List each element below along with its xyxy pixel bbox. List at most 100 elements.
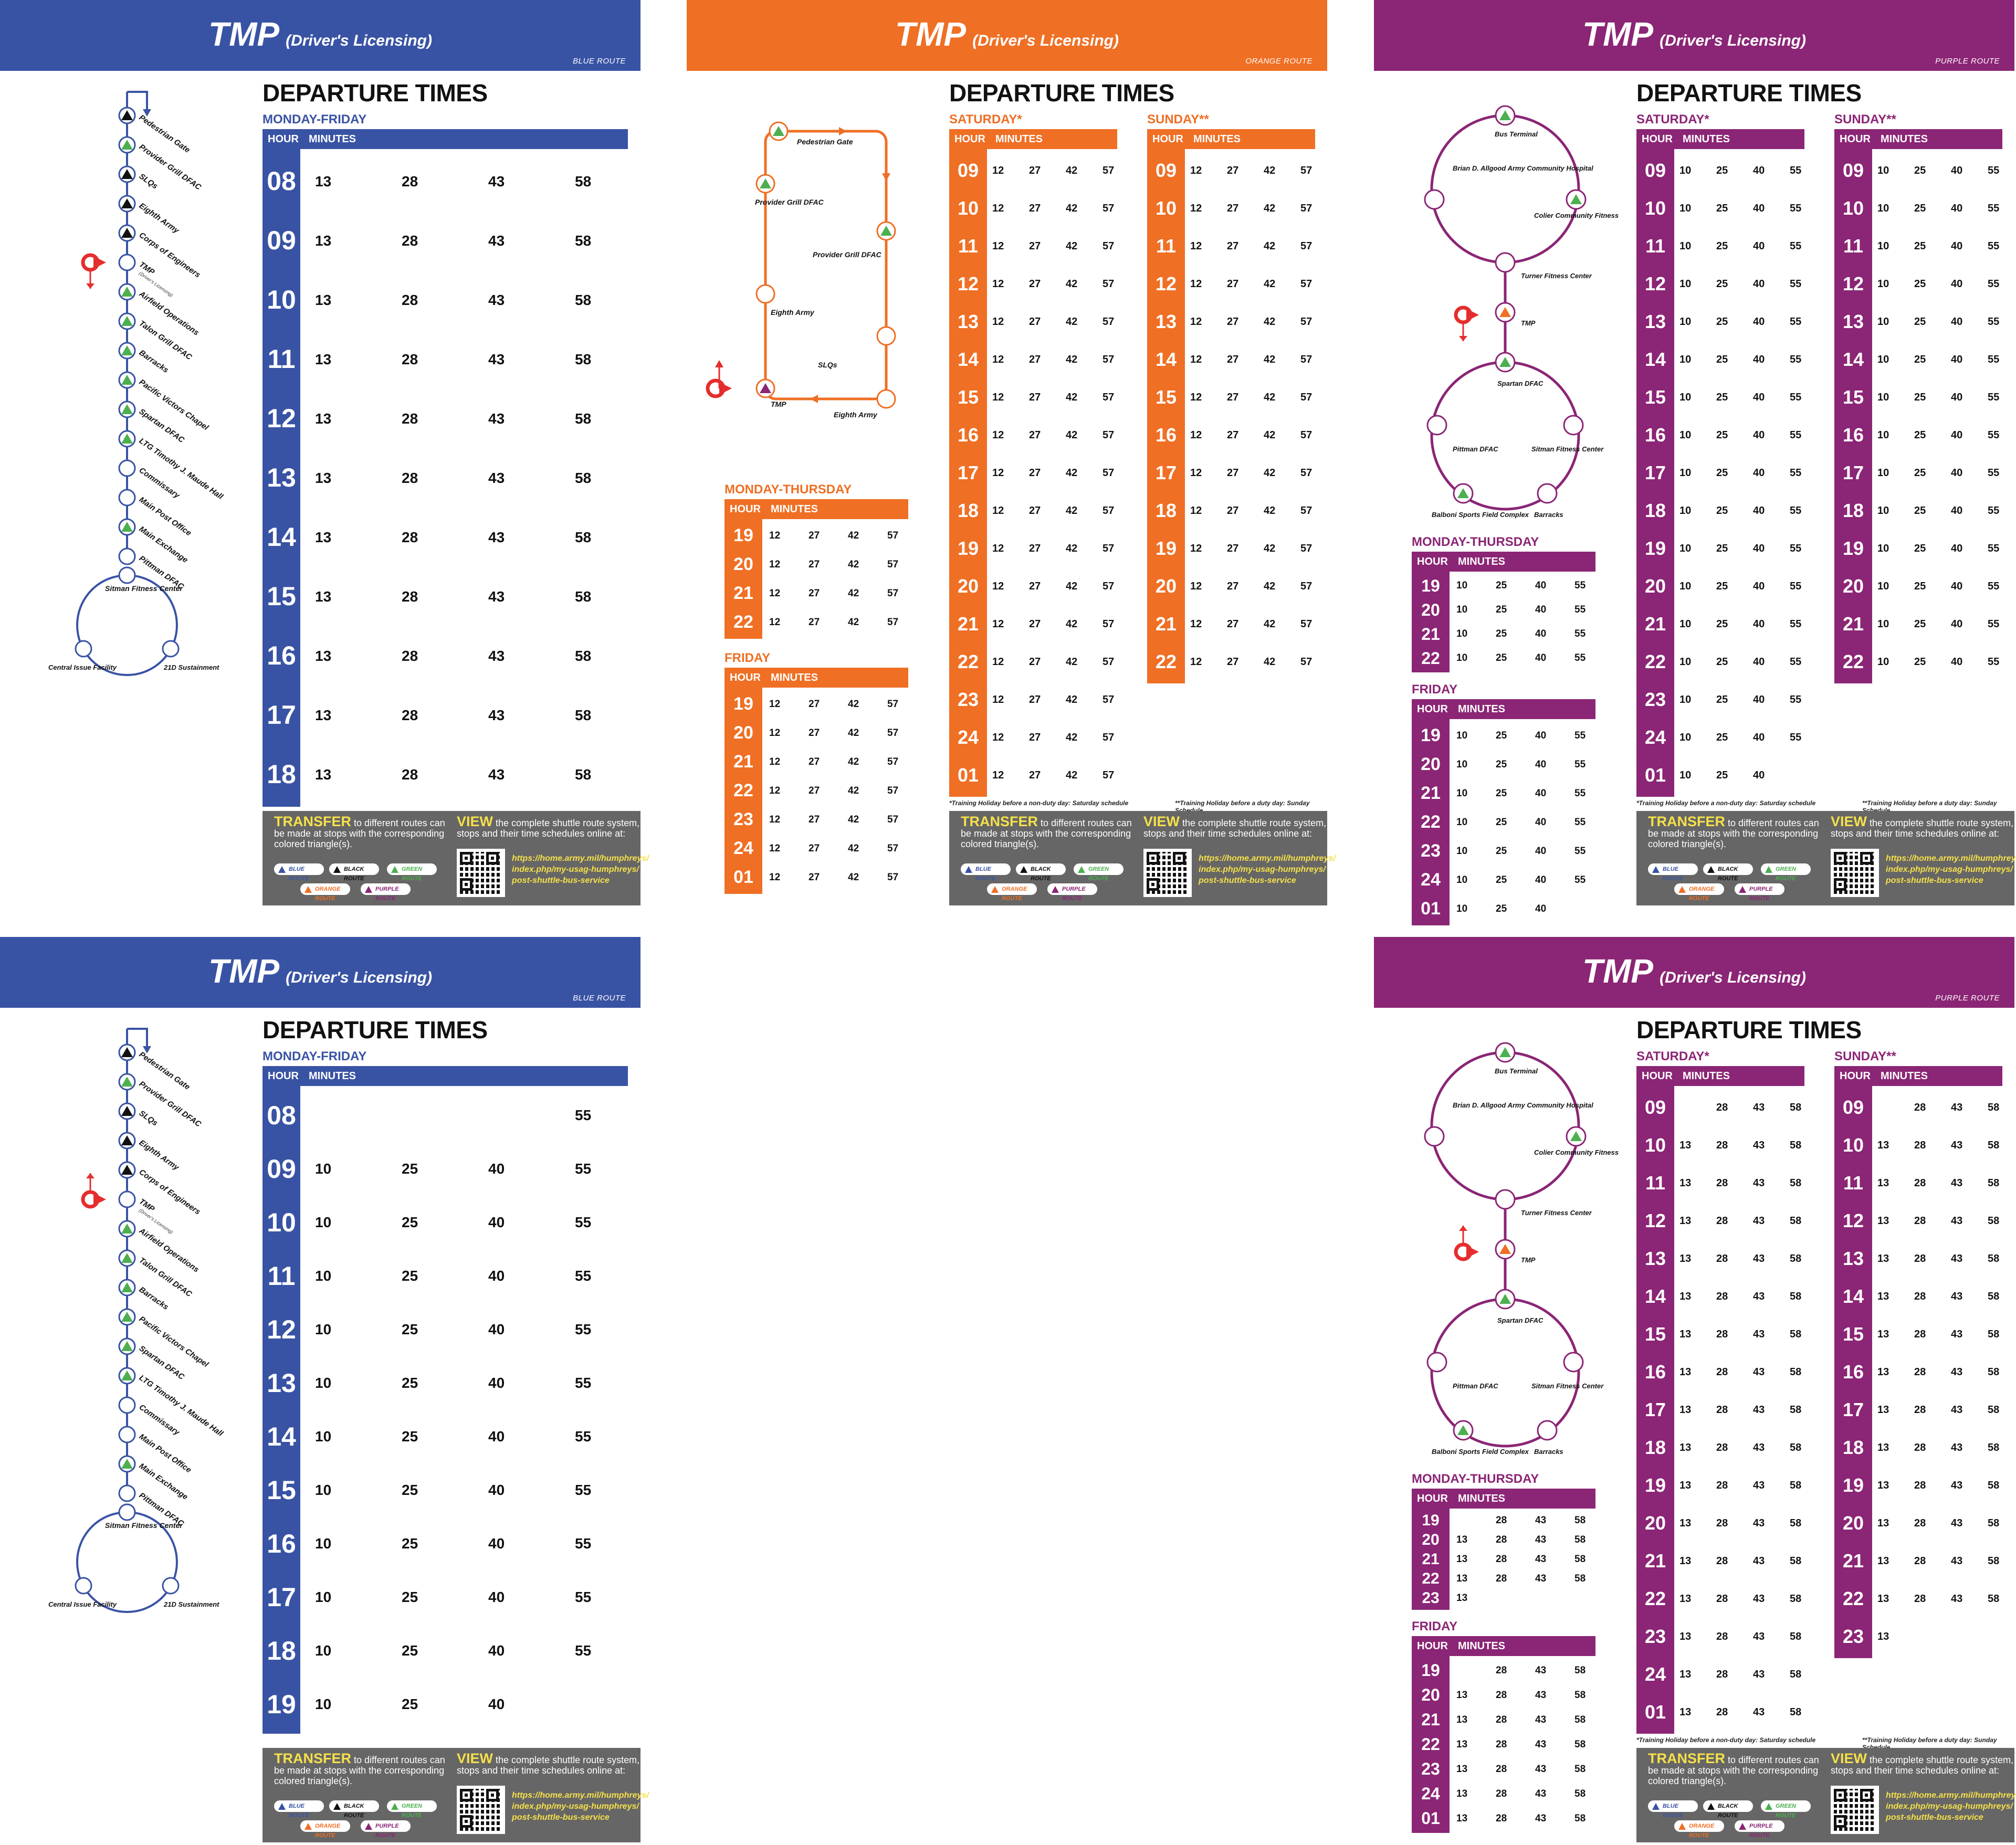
- minutes-header: MINUTES: [1683, 1070, 1730, 1082]
- minute-cell: 43: [488, 707, 505, 723]
- stop-label: Spartan DFAC: [1497, 1316, 1544, 1324]
- minute-cell: 40: [1753, 203, 1765, 214]
- minute-cell: 13: [315, 470, 332, 486]
- schedule-day-label: SATURDAY*: [1636, 1049, 1709, 1063]
- minute-cell: 10: [1679, 392, 1692, 403]
- table-row: 19 12 27 42 57: [949, 530, 1117, 567]
- purple-route-triangle-icon: [760, 383, 771, 393]
- minute-cell: 55: [1574, 628, 1586, 639]
- table-row: 14 10 25 40 55: [1636, 341, 1804, 378]
- minute-cell: 40: [1535, 628, 1547, 639]
- hour-cell: 14: [267, 522, 296, 552]
- minute-cell: 27: [808, 814, 820, 825]
- table-row: 12 12 27 42 57: [1147, 265, 1315, 303]
- table-row: 18 10 25 40 55: [1636, 492, 1804, 530]
- triangle-icon: [1652, 866, 1660, 873]
- table-row: 15 10 25 40 55: [262, 1463, 628, 1517]
- table-row: 11 13 28 43 58: [262, 330, 628, 389]
- minute-cell: 13: [1877, 1291, 1889, 1302]
- table-header: HOUR MINUTES: [1147, 129, 1315, 149]
- table-row: 22 12 27 42 57: [949, 643, 1117, 681]
- route-line: [764, 130, 888, 400]
- minute-cell: 43: [1753, 1706, 1765, 1718]
- minutes-header: MINUTES: [771, 503, 818, 515]
- minute-cell: 25: [1496, 759, 1507, 770]
- schedule-day-label: MONDAY-THURSDAY: [1412, 535, 1539, 549]
- table-row: 12 10 25 40 55: [262, 1303, 628, 1356]
- minute-cell: 25: [1914, 656, 1926, 668]
- table-row: 22 13 28 43 58: [1412, 1569, 1595, 1588]
- minute-cell: 42: [1066, 694, 1078, 705]
- minute-cell: 12: [992, 656, 1004, 668]
- minute-cell: 25: [402, 1214, 418, 1230]
- minute-cell: 40: [1951, 203, 1963, 214]
- minute-cell: 55: [1988, 618, 2000, 630]
- minute-cell: 55: [1574, 604, 1586, 615]
- minute-cell: 27: [1227, 581, 1239, 592]
- hour-cell: 17: [1644, 1399, 1666, 1420]
- table-row: 20 10 25 40 55: [1412, 750, 1595, 779]
- minute-cell: 40: [1753, 316, 1765, 328]
- hour-cell: 19: [733, 525, 753, 545]
- minute-cell: 27: [1029, 732, 1041, 743]
- minute-cell: 43: [1535, 1690, 1547, 1701]
- view-text: VIEW the complete shuttle route system, …: [457, 1752, 640, 1776]
- route-label: BLUE ROUTE: [573, 57, 626, 66]
- hour-cell: 22: [1421, 812, 1441, 832]
- minute-cell: 13: [1877, 1215, 1889, 1227]
- minute-cell: 12: [992, 165, 1004, 176]
- stop-marker: [876, 389, 896, 409]
- minute-cell: 58: [1988, 1329, 2000, 1340]
- table-row: 16 13 28 43 58: [1834, 1353, 2002, 1391]
- minute-cell: 58: [1574, 1534, 1586, 1545]
- shuttle-url[interactable]: https://home.army.mil/humphreys/index.ph…: [1886, 853, 2016, 886]
- minute-cell: 27: [1227, 467, 1239, 479]
- stop-label: Provider Grill DFAC: [755, 198, 824, 206]
- route-label: PURPLE ROUTE: [1935, 57, 2000, 66]
- minute-cell: 27: [808, 728, 820, 739]
- table-row: 21 12 27 42 57: [724, 579, 908, 608]
- minutes-header: MINUTES: [1881, 133, 1928, 145]
- minute-cell: 25: [402, 1321, 418, 1337]
- green-route-triangle-icon: [121, 1341, 133, 1351]
- hour-cell: 14: [1644, 1285, 1666, 1307]
- minute-cell: 42: [1264, 354, 1276, 365]
- shuttle-url[interactable]: https://home.army.mil/humphreys/index.ph…: [1199, 853, 1336, 886]
- minute-cell: 40: [1753, 165, 1765, 176]
- minute-cell: 13: [1679, 1669, 1692, 1680]
- table-row: 23 12 27 42 57: [724, 805, 908, 834]
- minute-cell: 58: [575, 292, 592, 308]
- minute-cell: 13: [1877, 1480, 1889, 1491]
- table-row: 01 12 27 42 57: [949, 756, 1117, 794]
- qr-pattern: [1834, 1789, 1876, 1831]
- shuttle-url[interactable]: https://home.army.mil/humphreys/index.ph…: [512, 853, 649, 886]
- minute-cell: 42: [848, 588, 859, 599]
- transfer-heading: TRANSFER: [274, 814, 351, 829]
- minute-cell: 55: [1790, 618, 1802, 630]
- hour-header: HOUR: [1152, 133, 1183, 145]
- schedule-monday-friday: MONDAY-FRIDAY HOUR MINUTES 08 55 09 10 25 40 55 10…: [262, 1047, 628, 1734]
- table-row: 01 13 28 43 58: [1636, 1693, 1804, 1731]
- schedule-saturday: SATURDAY* HOUR MINUTES 09 28 43 58 10 13 28 43 58 11…: [1636, 1047, 1804, 1734]
- minute-cell: 43: [488, 351, 505, 367]
- transfer-heading: TRANSFER: [961, 814, 1038, 829]
- departure-times-heading: DEPARTURE TIMES: [949, 79, 1174, 107]
- schedule-monday-thursday: MONDAY-THURSDAY HOUR MINUTES 19 10 25 40 55 20 10…: [1412, 533, 1595, 672]
- schedule-sunday: SUNDAY** HOUR MINUTES 09 10 25 40 55 10 10 25 40 55 1…: [1834, 110, 2002, 683]
- shuttle-url[interactable]: https://home.army.mil/humphreys/index.ph…: [512, 1790, 649, 1823]
- hour-cell: 22: [1644, 1588, 1666, 1609]
- minute-cell: 28: [1716, 1215, 1728, 1227]
- orange-route-map: Pedestrian Gate Provider Grill DFAC Provid…: [687, 84, 912, 483]
- minute-cell: 43: [1753, 1366, 1765, 1378]
- shuttle-url[interactable]: https://home.army.mil/humphreys/index.ph…: [1886, 1790, 2016, 1823]
- table-row: 18 13 28 43 58: [1834, 1429, 2002, 1467]
- minute-cell: 27: [1029, 505, 1041, 516]
- table-row: 18 12 27 42 57: [1147, 492, 1315, 530]
- hour-cell: 11: [1843, 235, 1864, 257]
- minute-cell: 55: [1988, 203, 2000, 214]
- table-row: 13 10 25 40 55: [262, 1356, 628, 1410]
- table-row: 12 13 28 43 58: [1834, 1202, 2002, 1240]
- table-row: 19 28 43 58: [1412, 1511, 1595, 1530]
- qr-corner: [1860, 1789, 1873, 1801]
- table-row: 13 13 28 43 58: [1636, 1240, 1804, 1278]
